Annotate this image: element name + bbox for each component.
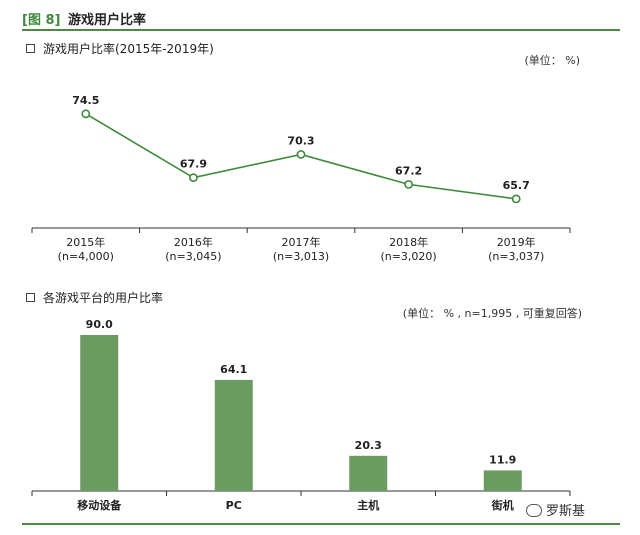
bottom-rule [22,523,620,525]
bar-data-label: 90.0 [86,318,113,331]
bar-category-label: PC [226,499,242,512]
bullet-square-icon [26,44,35,53]
bar-category-label: 移动设备 [77,498,122,512]
wechat-icon [526,504,542,517]
line-data-label: 74.5 [72,94,99,107]
line-x-sample-size: (n=4,000) [58,250,114,263]
bar-chart-section-title: 各游戏平台的用户比率 [26,289,163,306]
watermark: 罗斯基 [526,500,585,519]
line-chart-title: 游戏用户比率(2015年-2019年) [43,42,214,56]
line-x-tick-label: 2017年 [282,235,321,249]
bar-data-label: 64.1 [220,363,247,376]
bar-data-label: 20.3 [355,439,382,452]
bar-chart-unit: (单位： % , n=1,995 , 可重复回答) [402,307,582,320]
line-data-label: 67.9 [180,158,207,171]
line-point [404,179,413,189]
line-data-label: 67.2 [395,164,422,177]
bar [483,470,522,491]
line-chart: 74.5 2015年(n=4,000) 67.9 2016年(n=3,045) 70.3… [31,94,571,263]
line-x-tick-label: 2016年 [174,235,213,249]
line-data-label: 70.3 [287,134,314,147]
line-x-tick-label: 2015年 [66,235,105,249]
figure-header: [图 8] 游戏用户比率 [22,7,620,33]
line-x-tick-label: 2018年 [389,235,428,249]
line-chart-unit: (单位： %) [524,54,580,67]
top-rule [22,29,620,31]
figure-tag: [图 8] [22,13,61,28]
line-point [188,173,198,183]
bar-category-label: 街机 [491,498,514,512]
line-point [81,109,91,119]
line-x-sample-size: (n=3,037) [488,250,544,263]
line-x-tick-label: 2019年 [497,235,536,249]
line-data-label: 65.7 [503,179,530,192]
line-x-sample-size: (n=3,013) [273,250,329,263]
bar [349,455,388,491]
bar-chart-title: 各游戏平台的用户比率 [43,291,164,305]
bar [80,335,119,491]
line-chart-section-title: 游戏用户比率(2015年-2019年) [26,40,214,57]
line-x-sample-size: (n=3,020) [380,250,436,263]
figure-title: 游戏用户比率 [68,13,147,28]
line-point [511,194,521,204]
line-point [296,150,306,159]
bar-data-label: 11.9 [489,453,516,466]
watermark-text: 罗斯基 [546,504,586,519]
bar [214,379,253,491]
line-x-sample-size: (n=3,045) [165,250,221,263]
bar-category-label: 主机 [357,498,379,512]
bullet-square-icon [26,293,35,302]
